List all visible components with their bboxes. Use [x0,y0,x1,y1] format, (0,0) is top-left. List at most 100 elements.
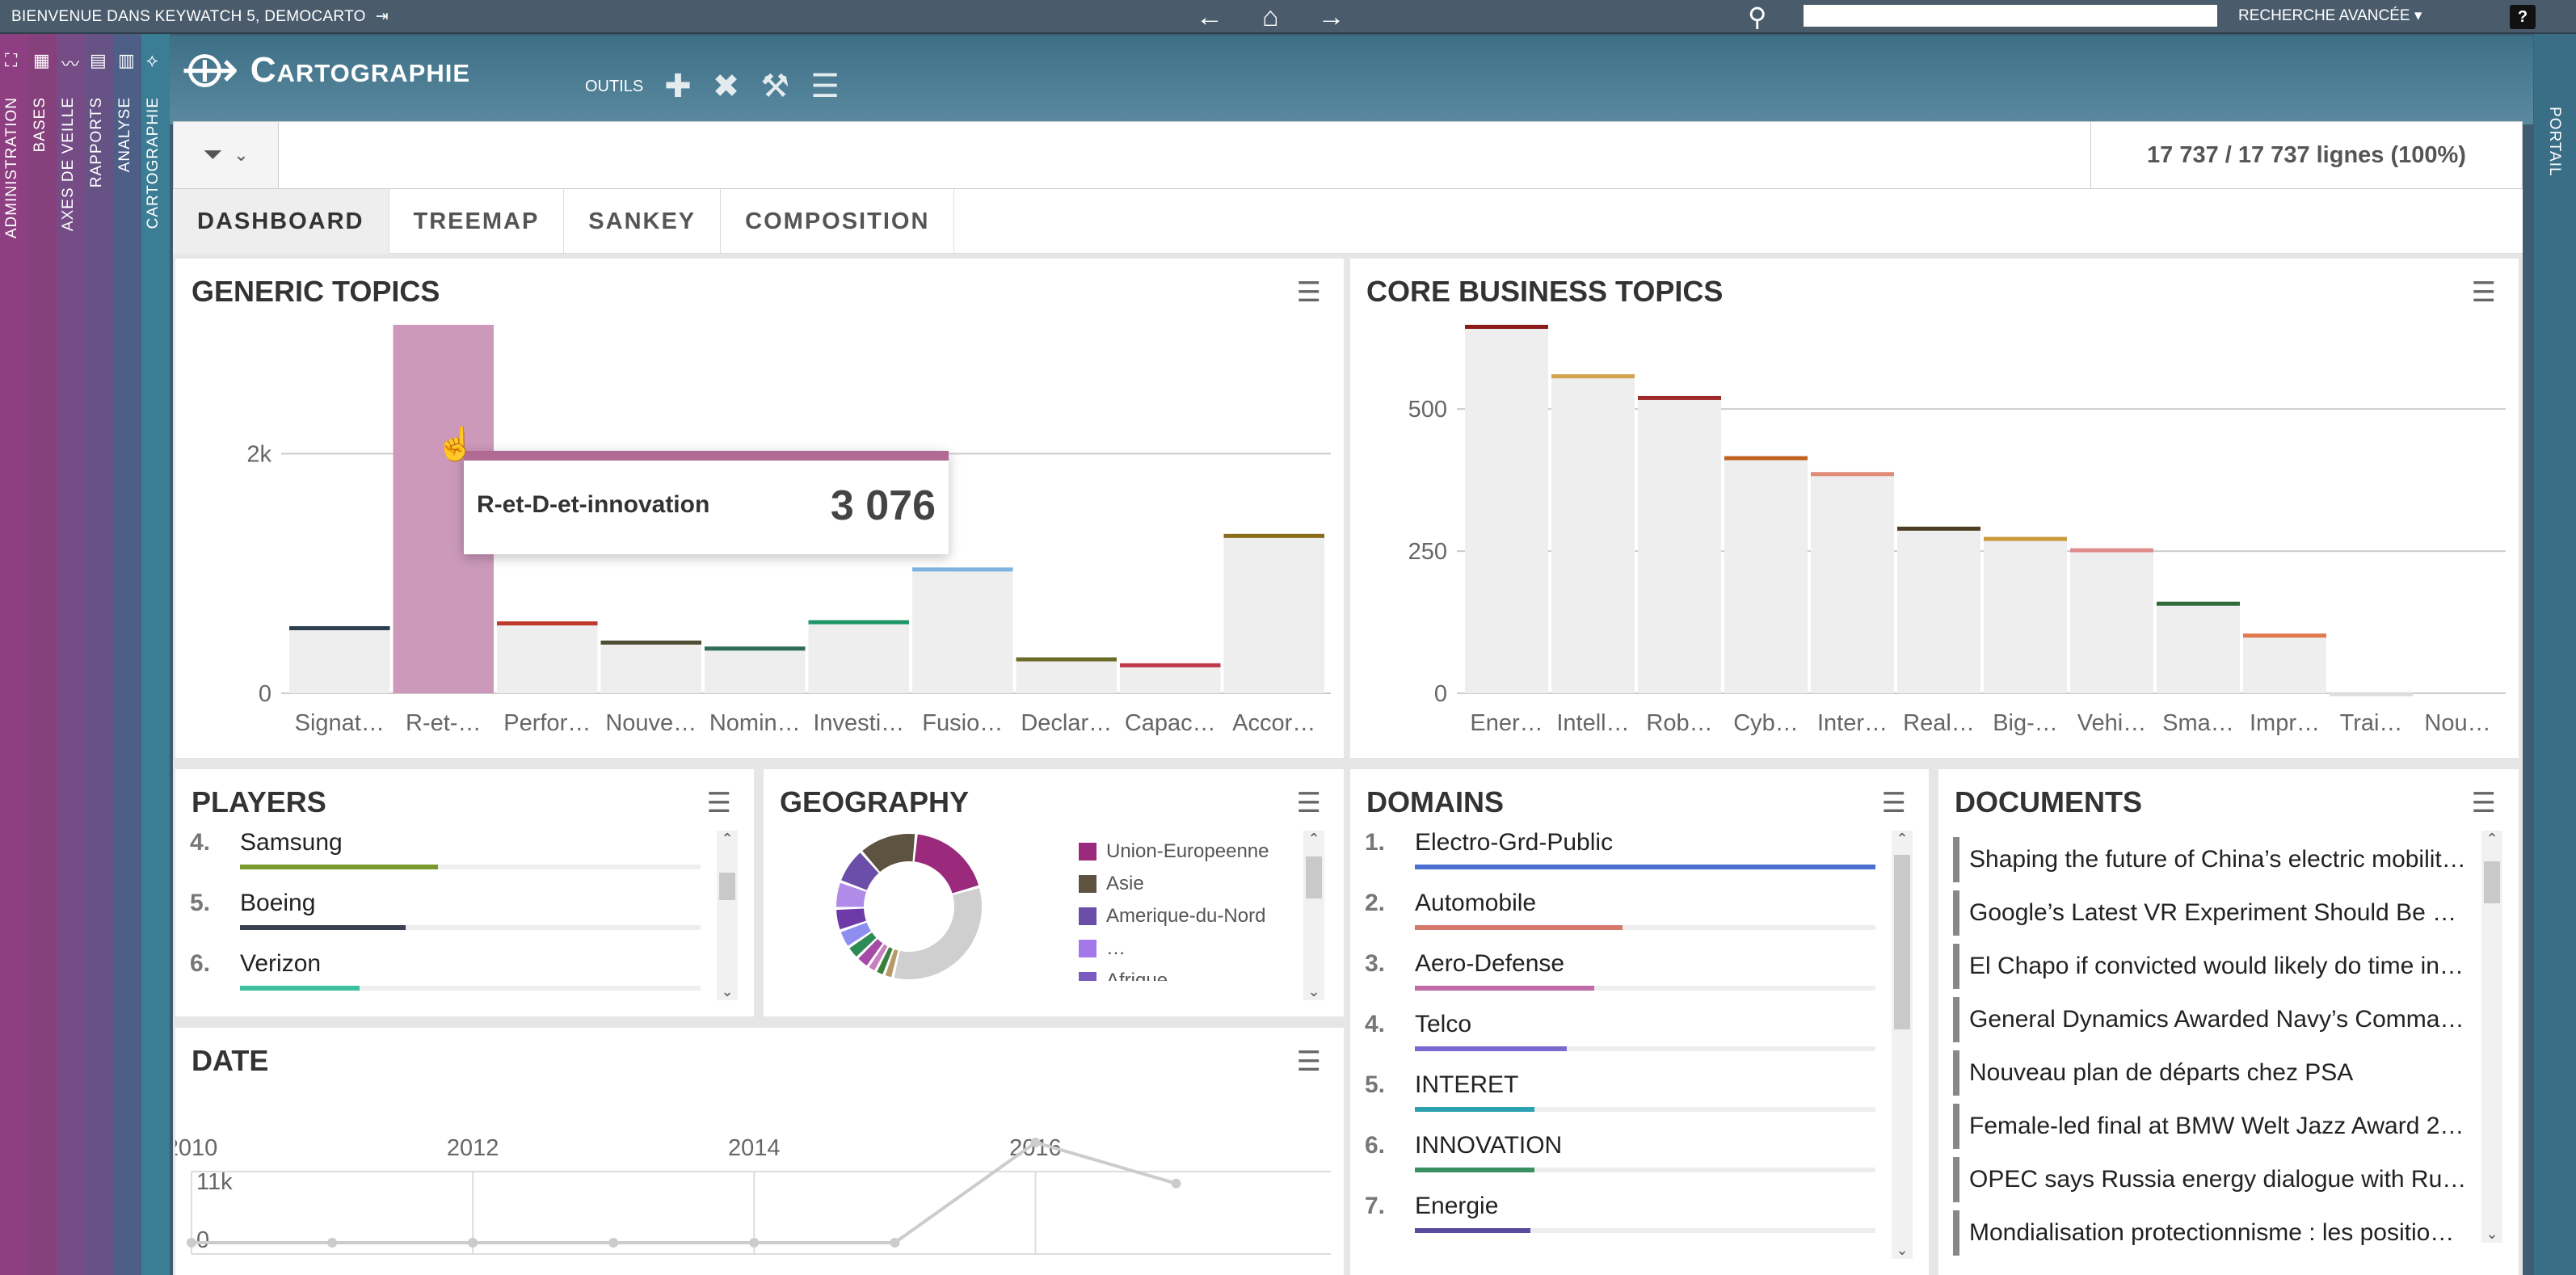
menu-icon[interactable]: ☰ [1881,788,1906,818]
scroll-thumb[interactable] [1894,855,1910,1029]
bar [1016,657,1117,693]
list-item[interactable]: 5. INTERET [1350,1071,1875,1132]
legend-item[interactable]: … [1079,932,1269,965]
search-icon[interactable]: ⚲ [1748,2,1767,32]
forward-arrow-icon[interactable]: → [1317,2,1345,32]
x-tick-label: Real… [1903,710,1975,736]
scroll-up-icon[interactable]: ⌃ [1896,831,1909,847]
document-item[interactable]: OPEC says Russia energy dialogue with Ru… [1953,1157,2478,1202]
domains-panel: Domains ☰ 1. Electro-Grd-Public 2. Automobi… [1350,769,1929,1275]
filter-button[interactable]: ⏷ ⌄ [174,122,279,188]
menu-icon[interactable]: ☰ [2471,788,2496,818]
back-arrow-icon[interactable]: ← [1196,2,1223,32]
legend-item[interactable]: Afrique [1079,965,1269,981]
bar-top-marker [2243,633,2326,638]
add-node-icon[interactable]: ✚ [664,69,692,104]
rank-number: 7. [1365,1193,1386,1219]
menu-icon[interactable]: ☰ [1296,788,1321,818]
legend-item[interactable]: Amerique-du-Nord [1079,900,1269,932]
legend-item[interactable]: Asie [1079,868,1269,900]
list-item[interactable]: 6. INNOVATION [1350,1132,1875,1193]
list-item[interactable]: 1. Electro-Grd-Public [1350,829,1875,890]
menu-icon[interactable]: ☰ [1296,277,1321,308]
advanced-search-dropdown[interactable]: Recherche avancée ▾ [2238,7,2422,24]
menu-icon[interactable]: ☰ [706,788,731,818]
bar-top-marker [1120,663,1221,667]
fullscreen-icon[interactable]: ⛶ [5,50,18,70]
x-tick-label: 2014 [728,1135,781,1161]
panel-title: Players [192,785,326,818]
players-scrollbar[interactable]: ⌃ ⌄ [717,831,738,1000]
help-button[interactable]: ? [2510,5,2536,29]
legend-item[interactable]: Union-Europeenne [1079,835,1269,868]
scroll-down-icon[interactable]: ⌄ [721,983,734,999]
x-tick-label: Nou… [2424,710,2490,736]
scroll-thumb[interactable] [1306,856,1322,898]
sidebar-rapports[interactable]: ▤ Rapports [85,34,113,1275]
players-panel: Players ☰ 4. Samsung 5. Boeing 6. Verizon ⌃ ⌄ [175,769,754,1016]
item-name: Telco [1415,1011,1472,1037]
scroll-up-icon[interactable]: ⌃ [2486,831,2498,847]
bar [2157,601,2240,693]
documents-scrollbar[interactable]: ⌃ ⌄ [2481,831,2502,1243]
x-tick-label: Impr… [2250,710,2320,736]
rank-number: 6. [1365,1132,1386,1159]
scroll-down-icon[interactable]: ⌄ [2486,1226,2498,1242]
bar-top-marker [1638,395,1721,400]
module-header: ⟴ Cartographie OUTILS ✚ ✖ ⚒ ☰ [170,36,2533,124]
wrench-icon[interactable]: ⚒ [760,69,790,104]
bar-top-marker [2157,601,2240,606]
list-item[interactable]: 4. Telco [1350,1011,1875,1071]
scroll-thumb[interactable] [719,873,735,900]
document-item[interactable]: Google’s Latest VR Experiment Should Be … [1953,890,2478,936]
home-icon[interactable]: ⌂ [1262,2,1279,32]
menu-icon[interactable]: ☰ [1296,1046,1321,1077]
list-item[interactable]: 3. Aero-Defense [1350,950,1875,1011]
scroll-up-icon[interactable]: ⌃ [721,831,734,847]
item-name: Aero-Defense [1415,950,1565,977]
tab-composition[interactable]: Composition [721,189,955,254]
domains-scrollbar[interactable]: ⌃ ⌄ [1892,831,1913,1259]
bar-fill [1415,925,1623,930]
sidebar-analyse[interactable]: ▥ Analyse [113,34,141,1275]
sidebar-cartographie[interactable]: ⟡ Cartographie [141,34,170,1275]
list-item[interactable]: 7. Energie [1350,1193,1875,1253]
document-item[interactable]: Nouveau plan de départs chez PSA [1953,1050,2478,1096]
geography-scrollbar[interactable]: ⌃ ⌄ [1303,831,1324,1000]
legend-swatch [1079,907,1096,925]
tab-treemap[interactable]: Treemap [389,189,565,254]
search-input[interactable] [1804,5,2217,27]
menu-icon[interactable]: ☰ [2471,277,2496,308]
sidebar-portail[interactable]: Portail [2534,34,2576,1275]
document-item[interactable]: Female-led final at BMW Welt Jazz Award … [1953,1104,2478,1149]
document-item[interactable]: Shaping the future of China’s electric m… [1953,837,2478,882]
list-item[interactable]: 6. Verizon [175,950,701,1011]
tab-dashboard[interactable]: Dashboard [173,189,389,254]
pie-slice [849,932,877,957]
document-item[interactable]: General Dynamics Awarded Navy’s Comma… [1953,997,2478,1042]
geography-donut-chart [836,834,982,979]
document-item[interactable]: El Chapo if convicted would likely do ti… [1953,944,2478,989]
list-item[interactable]: 5. Boeing [175,890,701,950]
bar [1120,663,1221,693]
sidebar-axes-de-veille[interactable]: 〰 Axes de veille [57,34,85,1275]
item-name: INTERET [1415,1071,1519,1098]
scroll-down-icon[interactable]: ⌄ [1307,983,1320,999]
scroll-up-icon[interactable]: ⌃ [1307,831,1320,847]
data-point [608,1238,619,1248]
remove-node-icon[interactable]: ✖ [712,69,740,104]
y-tick-label: 250 [1408,539,1447,565]
sidebar-bases[interactable]: ▦ Bases [28,34,57,1275]
list-item[interactable]: 2. Automobile [1350,890,1875,950]
table-icon[interactable]: ☰ [810,69,840,104]
x-tick-label: Accor… [1232,710,1315,736]
sidebar-administration[interactable]: ⛶ Administration [0,34,28,1275]
panel-title: Geography [780,785,970,818]
scroll-down-icon[interactable]: ⌄ [1896,1242,1909,1258]
scroll-thumb[interactable] [2484,861,2500,903]
document-item[interactable]: Mondialisation protectionnisme : les pos… [1953,1210,2478,1256]
list-item[interactable]: 4. Samsung [175,829,701,890]
logout-icon[interactable]: ⇥ [375,8,389,25]
pie-slice [914,834,979,894]
tab-sankey[interactable]: Sankey [564,189,722,254]
